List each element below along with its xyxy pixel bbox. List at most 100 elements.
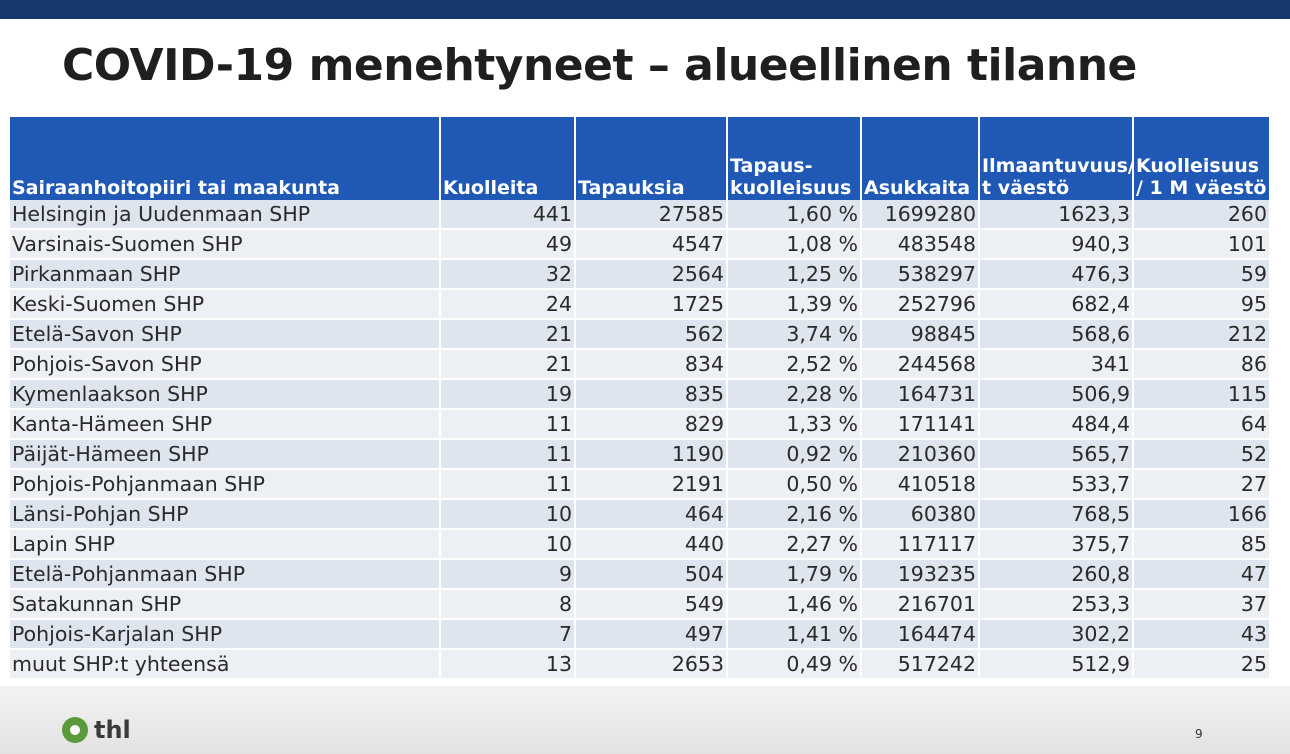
table-row: Satakunnan SHP 8 549 1,46 % 216701 253,3 37 (10, 589, 1269, 620)
header-incidence: Ilmaantuvuus/100 t väestö (979, 117, 1134, 200)
value-cell: 11 (440, 439, 576, 470)
value-cell: 60380 (861, 499, 980, 530)
table-body: Helsingin ja Uudenmaan SHP 441 27585 1,60 %… (10, 200, 1269, 680)
value-cell: 834 (575, 349, 728, 380)
value-cell: 117117 (861, 529, 980, 560)
value-cell: 2564 (575, 259, 728, 290)
value-cell: 497 (575, 619, 728, 650)
value-cell: 95 (1133, 289, 1269, 320)
value-cell: 835 (575, 379, 728, 410)
region-name-cell: Lapin SHP (10, 529, 441, 560)
value-cell: 1,25 % (727, 259, 862, 290)
value-cell: 52 (1133, 439, 1269, 470)
value-cell: 212 (1133, 319, 1269, 350)
value-cell: 27585 (575, 200, 728, 230)
region-name-cell: Keski-Suomen SHP (10, 289, 441, 320)
value-cell: 504 (575, 559, 728, 590)
region-name-cell: Kanta-Hämeen SHP (10, 409, 441, 440)
header-cases: Tapauksia (575, 117, 728, 200)
value-cell: 260,8 (979, 559, 1134, 590)
thl-logo: thl (62, 716, 131, 744)
value-cell: 1,41 % (727, 619, 862, 650)
value-cell: 0,49 % (727, 649, 862, 680)
value-cell: 43 (1133, 619, 1269, 650)
value-cell: 1,08 % (727, 229, 862, 260)
table-row: Pohjois-Pohjanmaan SHP 11 2191 0,50 % 410518… (10, 469, 1269, 500)
table-row: Etelä-Pohjanmaan SHP 9 504 1,79 % 193235 260,… (10, 559, 1269, 590)
table-row: Keski-Suomen SHP 24 1725 1,39 % 252796 682,4 9… (10, 289, 1269, 320)
value-cell: 1699280 (861, 200, 980, 230)
value-cell: 565,7 (979, 439, 1134, 470)
region-name-cell: Pohjois-Pohjanmaan SHP (10, 469, 441, 500)
region-name-cell: Satakunnan SHP (10, 589, 441, 620)
data-table: Sairaanhoitopiiri tai maakunta Kuolleita… (10, 117, 1269, 680)
value-cell: 210360 (861, 439, 980, 470)
table-row: Lapin SHP 10 440 2,27 % 117117 375,7 85 (10, 529, 1269, 560)
value-cell: 164474 (861, 619, 980, 650)
value-cell: 2191 (575, 469, 728, 500)
table-row: Länsi-Pohjan SHP 10 464 2,16 % 60380 768,5 166 (10, 499, 1269, 530)
header-population: Asukkaita (861, 117, 980, 200)
value-cell: 568,6 (979, 319, 1134, 350)
value-cell: 98845 (861, 319, 980, 350)
value-cell: 25 (1133, 649, 1269, 680)
value-cell: 10 (440, 499, 576, 530)
value-cell: 0,50 % (727, 469, 862, 500)
region-name-cell: Etelä-Savon SHP (10, 319, 441, 350)
value-cell: 115 (1133, 379, 1269, 410)
value-cell: 1,79 % (727, 559, 862, 590)
value-cell: 1,33 % (727, 409, 862, 440)
value-cell: 410518 (861, 469, 980, 500)
value-cell: 483548 (861, 229, 980, 260)
value-cell: 441 (440, 200, 576, 230)
value-cell: 21 (440, 349, 576, 380)
value-cell: 2,28 % (727, 379, 862, 410)
value-cell: 2,52 % (727, 349, 862, 380)
page-number: 9 (1195, 727, 1203, 741)
value-cell: 1,39 % (727, 289, 862, 320)
header-deaths: Kuolleita (440, 117, 576, 200)
value-cell: 171141 (861, 409, 980, 440)
value-cell: 341 (979, 349, 1134, 380)
value-cell: 440 (575, 529, 728, 560)
value-cell: 21 (440, 319, 576, 350)
value-cell: 682,4 (979, 289, 1134, 320)
value-cell: 549 (575, 589, 728, 620)
table-row: Kymenlaakson SHP 19 835 2,28 % 164731 506,9 11… (10, 379, 1269, 410)
value-cell: 244568 (861, 349, 980, 380)
header-mortality: Kuolleisuus / 1 M väestö (1133, 117, 1269, 200)
table-row: muut SHP:t yhteensä 13 2653 0,49 % 517242 512… (10, 649, 1269, 680)
table-row: Pirkanmaan SHP 32 2564 1,25 % 538297 476,3 59 (10, 259, 1269, 290)
header-region: Sairaanhoitopiiri tai maakunta (10, 117, 441, 200)
value-cell: 252796 (861, 289, 980, 320)
value-cell: 4547 (575, 229, 728, 260)
value-cell: 302,2 (979, 619, 1134, 650)
value-cell: 940,3 (979, 229, 1134, 260)
value-cell: 64 (1133, 409, 1269, 440)
thl-logo-icon (62, 717, 88, 743)
value-cell: 13 (440, 649, 576, 680)
table-header-row: Sairaanhoitopiiri tai maakunta Kuolleita… (10, 117, 1269, 200)
value-cell: 59 (1133, 259, 1269, 290)
value-cell: 32 (440, 259, 576, 290)
region-name-cell: Pohjois-Savon SHP (10, 349, 441, 380)
value-cell: 164731 (861, 379, 980, 410)
value-cell: 1623,3 (979, 200, 1134, 230)
value-cell: 10 (440, 529, 576, 560)
region-name-cell: muut SHP:t yhteensä (10, 649, 441, 680)
value-cell: 8 (440, 589, 576, 620)
value-cell: 1190 (575, 439, 728, 470)
value-cell: 506,9 (979, 379, 1134, 410)
value-cell: 1725 (575, 289, 728, 320)
region-name-cell: Etelä-Pohjanmaan SHP (10, 559, 441, 590)
value-cell: 49 (440, 229, 576, 260)
region-name-cell: Päijät-Hämeen SHP (10, 439, 441, 470)
footer-band (0, 686, 1290, 754)
thl-logo-text: thl (94, 716, 131, 744)
table-row: Päijät-Hämeen SHP 11 1190 0,92 % 210360 565,7… (10, 439, 1269, 470)
header-case-fatality: Tapaus-kuolleisuus (727, 117, 862, 200)
value-cell: 37 (1133, 589, 1269, 620)
top-bar (0, 0, 1290, 19)
table-row: Pohjois-Savon SHP 21 834 2,52 % 244568 341 86 (10, 349, 1269, 380)
value-cell: 11 (440, 469, 576, 500)
